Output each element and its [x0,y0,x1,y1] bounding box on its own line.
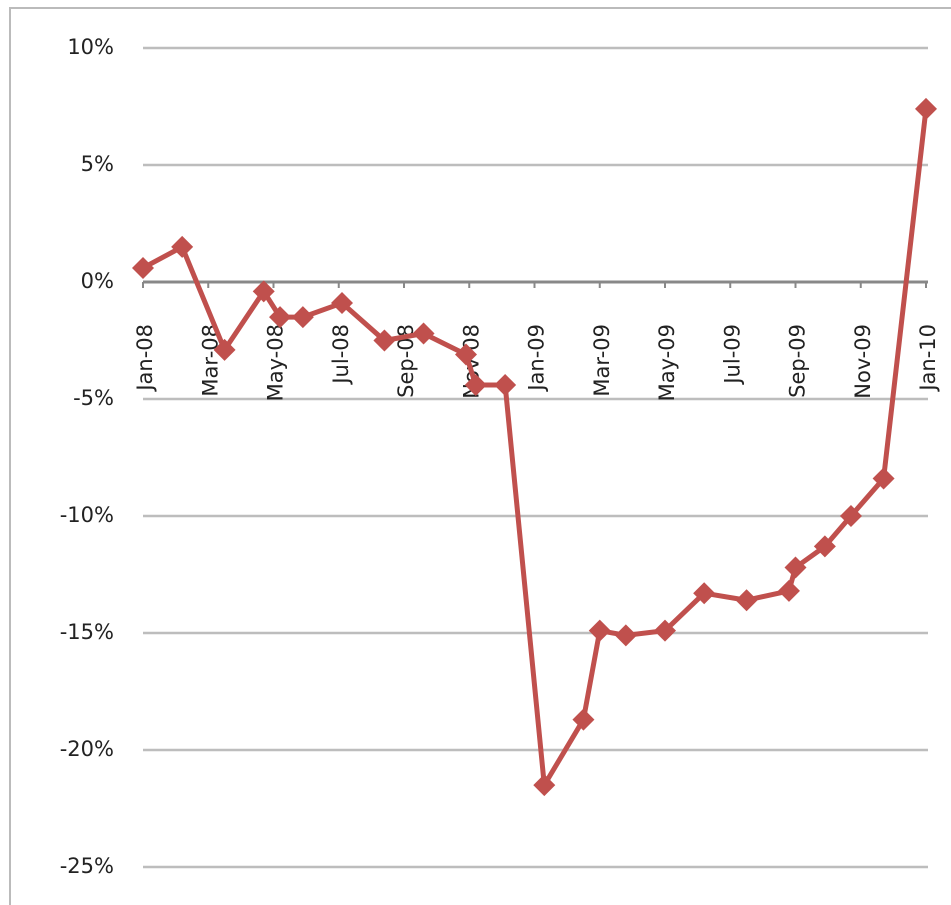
x-tick-label: Jul-08 [329,324,353,386]
y-tick-label: -20% [60,737,114,761]
y-tick-label: -15% [60,620,114,644]
data-point [693,582,716,605]
data-point [269,306,292,329]
y-tick-label: 0% [81,269,114,293]
x-tick-label: Mar-09 [590,324,614,397]
x-tick-label: Sep-09 [786,324,810,398]
data-point [735,589,758,612]
y-tick-label: -5% [73,386,114,410]
data-point [777,579,800,602]
data-point [291,306,314,329]
x-tick-label: May-08 [264,324,288,401]
data-point [614,624,637,647]
data-point [331,292,354,315]
data-point [872,467,895,490]
data-point [813,535,836,558]
data-point [784,556,807,579]
data-point [588,619,611,642]
data-point [839,505,862,527]
x-tick-label: Jan-09 [525,324,549,393]
data-point [252,280,275,303]
data-point [654,619,676,642]
data-point [373,329,396,352]
data-point [454,343,477,366]
y-tick-label: -10% [60,503,114,527]
chart-border [9,7,951,905]
x-tick-label: Nov-09 [851,324,875,399]
data-point [171,235,194,258]
x-tick-label: May-09 [655,324,679,401]
data-point [132,256,154,279]
x-tick-label: Jul-09 [720,324,744,386]
y-tick-label: -25% [60,854,114,878]
data-point [533,774,556,797]
data-point [464,373,487,396]
data-point [915,97,937,120]
data-point [572,708,595,731]
y-tick-label: 10% [67,35,114,59]
y-tick-label: 5% [81,152,114,176]
x-tick-label: Jan-10 [916,324,940,393]
data-point [412,322,435,345]
data-point [494,373,517,396]
data-point [213,338,236,361]
x-tick-label: Jan-08 [133,324,157,393]
